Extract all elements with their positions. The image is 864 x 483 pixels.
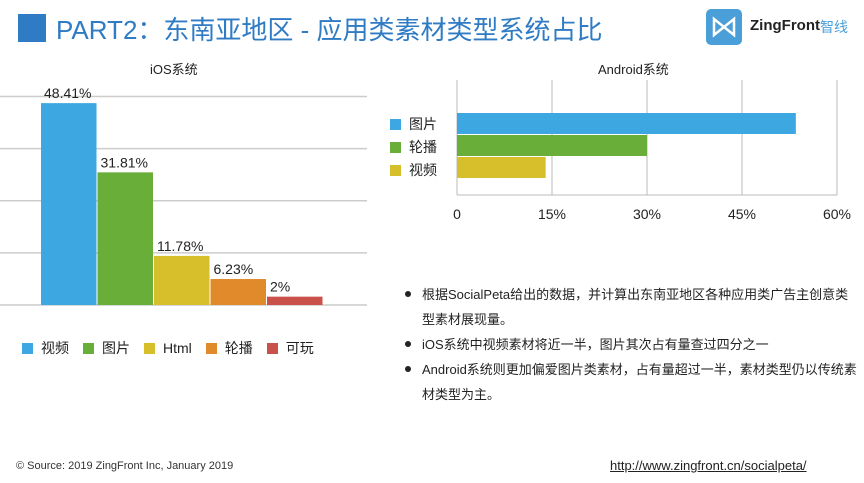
x-tick-label: 60% <box>823 206 851 222</box>
bar-视频 <box>457 157 546 178</box>
legend-label: 图片 <box>409 116 437 132</box>
bar-轮播 <box>457 135 647 156</box>
android-bar-chart: 0 15% 30% 45% 60% <box>453 80 851 222</box>
summary-list: 根据SocialPeta给出的数据，并计算出东南亚地区各种应用类广告主创意类型素… <box>400 282 860 407</box>
legend-item: 图片 <box>83 338 130 358</box>
page-title: PART2：东南亚地区 - 应用类素材类型系统占比 <box>56 15 603 45</box>
x-tick-label: 45% <box>728 206 756 222</box>
legend-label: Html <box>163 340 192 356</box>
title-marker <box>18 14 46 42</box>
bar-可玩 <box>267 296 323 305</box>
data-label: 31.81% <box>101 154 148 170</box>
x-tick-label: 0 <box>453 206 461 222</box>
legend-item: 可玩 <box>266 338 314 358</box>
data-label: 2% <box>270 279 290 295</box>
android-legend: 图片 轮播 视频 <box>390 114 437 180</box>
legend-label: 视频 <box>41 340 69 356</box>
legend-label: 视频 <box>409 162 437 178</box>
zingfront-logo-icon <box>706 9 742 45</box>
logo-text: ZingFront <box>750 17 820 34</box>
legend-swatch <box>390 118 401 130</box>
legend-swatch <box>205 342 217 354</box>
legend-item: Html <box>144 338 192 358</box>
source-note: © Source: 2019 ZingFront Inc, January 20… <box>16 460 234 472</box>
legend-label: 图片 <box>102 340 130 356</box>
legend-item: 轮播 <box>205 338 253 358</box>
data-label: 48.41% <box>44 85 91 101</box>
legend-label: 轮播 <box>409 139 437 155</box>
bullet-item: 根据SocialPeta给出的数据，并计算出东南亚地区各种应用类广告主创意类型素… <box>400 282 860 332</box>
x-tick-label: 30% <box>633 206 661 222</box>
legend-label: 轮播 <box>224 340 253 356</box>
legend-swatch <box>22 342 33 354</box>
logo-cn: 智线 <box>820 19 848 35</box>
legend-swatch <box>390 141 401 153</box>
ios-chart-title: iOS系统 <box>150 62 198 77</box>
data-label: 6.23% <box>214 261 254 277</box>
legend-item: 视频 <box>22 338 69 358</box>
ios-legend: 视频 图片 Html 轮播 可玩 <box>22 338 314 358</box>
bullet-item: Android系统则更加偏爱图片类素材，占有量超过一半，素材类型仍以传统素材类型… <box>400 357 860 407</box>
bar-视频 <box>41 103 97 305</box>
data-label: 11.78% <box>157 238 203 254</box>
legend-swatch <box>83 342 94 354</box>
legend-item: 轮播 <box>390 137 437 157</box>
android-chart-title: Android系统 <box>598 62 669 77</box>
legend-swatch <box>144 342 155 354</box>
bar-图片 <box>97 172 153 305</box>
x-tick-label: 15% <box>538 206 566 222</box>
bar-Html <box>154 255 210 305</box>
bar-图片 <box>457 113 796 134</box>
socialpeta-link[interactable]: http://www.zingfront.cn/socialpeta/ <box>610 458 807 473</box>
legend-swatch <box>266 342 278 354</box>
bullet-item: iOS系统中视频素材将近一半，图片其次占有量查过四分之一 <box>400 332 860 357</box>
legend-item: 视频 <box>390 160 437 180</box>
bar-轮播 <box>210 279 266 305</box>
legend-item: 图片 <box>390 114 437 134</box>
ios-bar-chart: 48.41% 31.81% 11.78% 6.23% 2% <box>0 85 367 306</box>
legend-swatch <box>390 164 401 176</box>
legend-label: 可玩 <box>285 340 314 356</box>
